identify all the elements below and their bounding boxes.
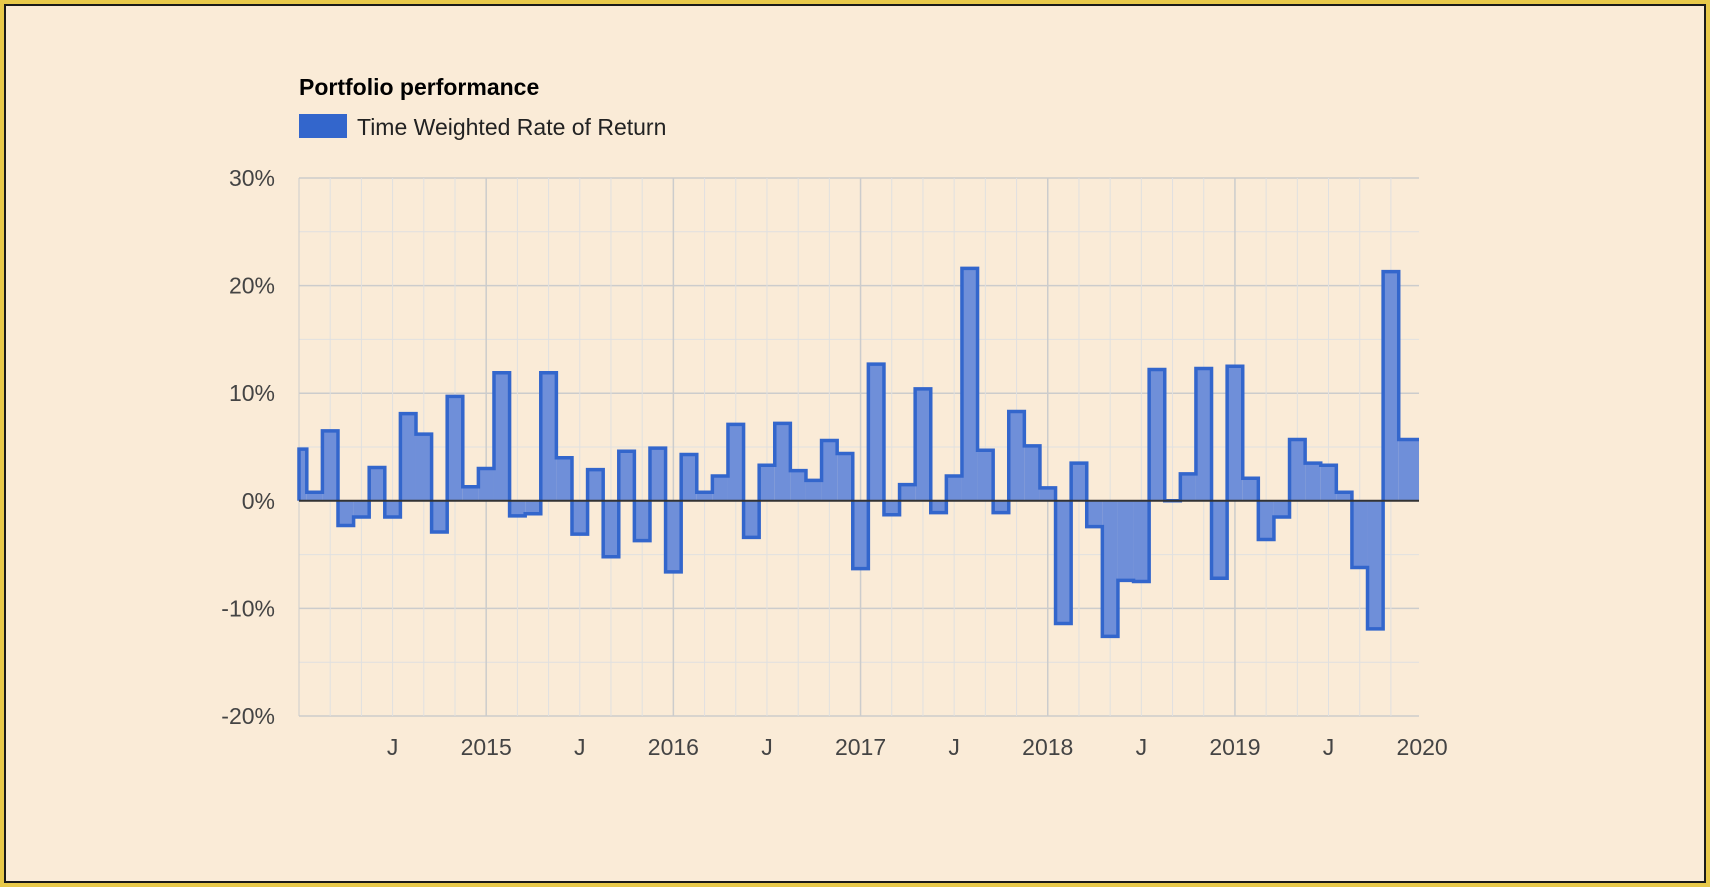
series-step[interactable]	[556, 457, 572, 501]
series-step[interactable]	[1258, 500, 1274, 540]
series-step[interactable]	[478, 468, 494, 501]
series-step[interactable]	[525, 500, 541, 514]
series-step[interactable]	[400, 413, 416, 501]
series-step[interactable]	[1289, 439, 1306, 501]
y-tick-label: -10%	[221, 595, 275, 621]
series-step[interactable]	[337, 500, 354, 526]
x-tick-label: 2020	[1397, 734, 1448, 760]
series-step[interactable]	[306, 492, 323, 501]
series-step[interactable]	[1039, 487, 1056, 501]
series-step[interactable]	[322, 430, 338, 501]
series-step[interactable]	[649, 448, 666, 501]
x-tick-label: 2016	[648, 734, 699, 760]
series-step[interactable]	[447, 396, 463, 501]
series-step[interactable]	[681, 454, 697, 501]
series-step[interactable]	[1383, 271, 1399, 501]
x-tick-label: 2015	[461, 734, 512, 760]
y-tick-label: 30%	[229, 165, 275, 191]
series-step[interactable]	[759, 465, 775, 501]
series-step[interactable]	[1320, 465, 1337, 501]
series-step[interactable]	[1133, 500, 1150, 582]
series-step[interactable]	[899, 484, 916, 501]
series-step[interactable]	[852, 500, 869, 569]
x-tick-label: 2017	[835, 734, 886, 760]
series-step[interactable]	[915, 388, 931, 501]
series-step[interactable]	[1336, 492, 1352, 501]
series-step[interactable]	[977, 450, 994, 501]
y-tick-label: 10%	[229, 380, 275, 406]
series-step[interactable]	[961, 268, 978, 501]
series-step[interactable]	[1055, 500, 1072, 624]
series-outline	[297, 266, 1419, 639]
series-step[interactable]	[369, 467, 385, 501]
x-tick-label: 2018	[1022, 734, 1073, 760]
x-tick-label: J	[1323, 734, 1335, 760]
series-step[interactable]	[837, 453, 853, 501]
axes: 30% 20% 10% 0% -10% -20% J 2015 J 2016 J 2017 J 2018 J…	[221, 165, 1447, 760]
series-step[interactable]	[743, 500, 760, 538]
series-step[interactable]	[930, 500, 947, 513]
series-step[interactable]	[712, 476, 728, 501]
series-step[interactable]	[665, 500, 682, 572]
series-step[interactable]	[774, 423, 791, 501]
series-step[interactable]	[1351, 500, 1368, 568]
legend-swatch[interactable]	[299, 114, 347, 138]
series-step[interactable]	[1242, 478, 1259, 501]
x-tick-label: 2019	[1209, 734, 1260, 760]
series-step[interactable]	[462, 486, 479, 501]
series-step[interactable]	[431, 500, 448, 533]
series-area	[297, 266, 1419, 639]
legend-label[interactable]: Time Weighted Rate of Return	[357, 114, 666, 140]
chart-frame: Portfolio performance Time Weighted Rate…	[4, 4, 1706, 883]
x-tick-label: J	[387, 734, 399, 760]
series-step[interactable]	[1195, 368, 1212, 501]
x-tick-label: J	[948, 734, 960, 760]
series-step[interactable]	[571, 500, 588, 535]
series-step[interactable]	[353, 500, 370, 517]
series-step[interactable]	[790, 470, 806, 501]
series-step[interactable]	[493, 372, 510, 501]
series-step[interactable]	[1227, 366, 1243, 501]
series-step[interactable]	[618, 451, 635, 501]
series-step[interactable]	[868, 364, 884, 501]
series-step[interactable]	[1273, 500, 1290, 517]
y-tick-label: 20%	[229, 273, 275, 299]
series-step[interactable]	[384, 500, 401, 517]
y-tick-label: 0%	[242, 488, 275, 514]
series-step[interactable]	[1305, 463, 1321, 501]
series-step[interactable]	[883, 500, 900, 515]
x-tick-label: J	[1136, 734, 1148, 760]
x-tick-label: J	[574, 734, 586, 760]
y-tick-label: -20%	[221, 703, 275, 729]
series-step[interactable]	[1024, 445, 1040, 501]
series-step[interactable]	[993, 500, 1009, 513]
portfolio-chart: Portfolio performance Time Weighted Rate…	[221, 74, 1447, 760]
series-step[interactable]	[1071, 463, 1087, 501]
chart-title: Portfolio performance	[299, 74, 539, 100]
series-step[interactable]	[821, 440, 838, 501]
series-step[interactable]	[603, 500, 619, 557]
series-step[interactable]	[634, 500, 650, 541]
series-step[interactable]	[727, 424, 744, 501]
series-step[interactable]	[1180, 473, 1196, 501]
series-step[interactable]	[299, 449, 307, 501]
series-step[interactable]	[696, 492, 713, 501]
series-step[interactable]	[1398, 439, 1419, 501]
series-step[interactable]	[1102, 500, 1118, 637]
grid	[298, 177, 1419, 717]
series-step[interactable]	[587, 469, 604, 501]
series-step[interactable]	[1008, 411, 1025, 501]
x-tick-label: J	[761, 734, 773, 760]
series-step[interactable]	[1086, 500, 1103, 527]
series-step[interactable]	[415, 434, 432, 501]
series-step[interactable]	[1211, 500, 1228, 579]
series-step[interactable]	[1117, 500, 1134, 581]
series-step[interactable]	[509, 500, 526, 516]
series-step[interactable]	[946, 476, 962, 501]
series-step[interactable]	[805, 480, 822, 501]
series-step[interactable]	[1149, 369, 1165, 501]
series-step[interactable]	[540, 372, 557, 501]
series-step[interactable]	[1367, 500, 1384, 629]
